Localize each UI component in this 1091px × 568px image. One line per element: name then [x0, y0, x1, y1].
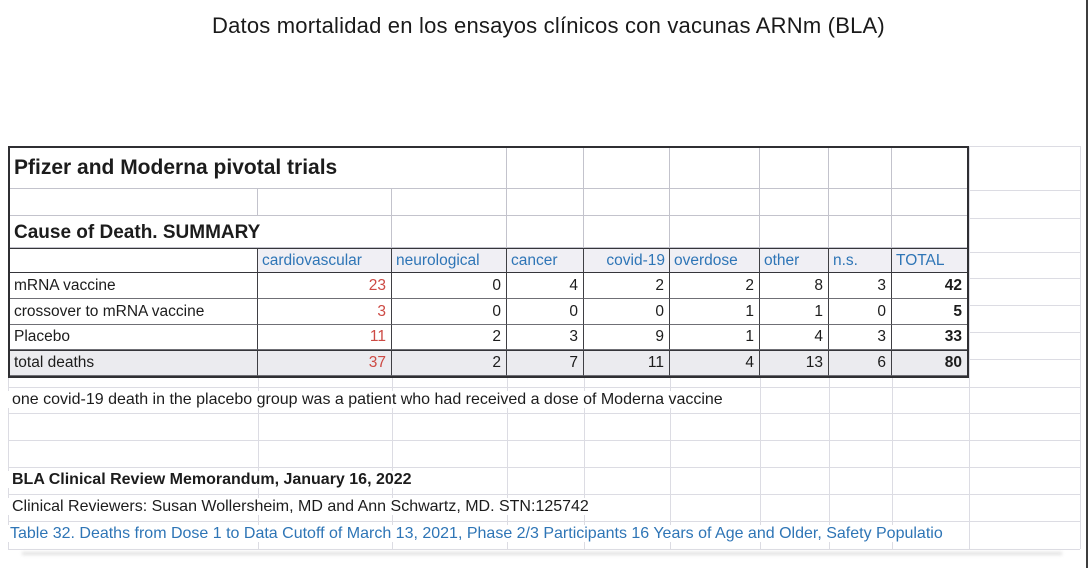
- cell-value-total[interactable]: 33: [892, 325, 967, 350]
- cell-value[interactable]: 2: [584, 273, 670, 299]
- row-label-mrna-vaccine[interactable]: mRNA vaccine: [10, 273, 258, 299]
- cell-value-total[interactable]: 80: [892, 350, 967, 376]
- empty-cell[interactable]: [392, 189, 507, 216]
- row-label-placebo[interactable]: Placebo: [10, 325, 258, 350]
- empty-cell[interactable]: [507, 216, 584, 248]
- empty-cell[interactable]: [258, 189, 392, 216]
- empty-cell[interactable]: [829, 148, 892, 189]
- empty-cell[interactable]: [507, 189, 584, 216]
- column-header-overdose[interactable]: overdose: [670, 248, 760, 273]
- cell-value[interactable]: 11: [258, 325, 392, 350]
- column-header-covid19[interactable]: covid-19: [584, 248, 670, 273]
- source-memorandum: BLA Clinical Review Memorandum, January …: [8, 467, 418, 493]
- column-header-cardiovascular[interactable]: cardiovascular: [258, 248, 392, 273]
- table-subtitle-cell[interactable]: Cause of Death. SUMMARY: [10, 216, 392, 248]
- row-label-crossover[interactable]: crossover to mRNA vaccine: [10, 299, 258, 325]
- cell-value[interactable]: 2: [392, 350, 507, 376]
- empty-cell[interactable]: [10, 189, 258, 216]
- empty-cell[interactable]: [892, 216, 967, 248]
- cell-value[interactable]: 0: [392, 299, 507, 325]
- empty-cell[interactable]: [670, 189, 760, 216]
- empty-cell[interactable]: [584, 148, 670, 189]
- cell-value[interactable]: 8: [760, 273, 829, 299]
- cell-value[interactable]: 6: [829, 350, 892, 376]
- cell-value[interactable]: 3: [829, 325, 892, 350]
- cell-value[interactable]: 2: [392, 325, 507, 350]
- empty-cell[interactable]: [584, 189, 670, 216]
- cell-value[interactable]: 9: [584, 325, 670, 350]
- cell-value[interactable]: 0: [584, 299, 670, 325]
- cell-value[interactable]: 4: [760, 325, 829, 350]
- cell-value[interactable]: 2: [670, 273, 760, 299]
- empty-cell[interactable]: [829, 189, 892, 216]
- header-corner-cell[interactable]: [10, 248, 258, 273]
- empty-cell[interactable]: [892, 148, 967, 189]
- column-header-neurological[interactable]: neurological: [392, 248, 507, 273]
- cell-value[interactable]: 0: [392, 273, 507, 299]
- empty-cell[interactable]: [670, 148, 760, 189]
- cell-value[interactable]: 0: [829, 299, 892, 325]
- empty-cell[interactable]: [507, 148, 584, 189]
- cell-value[interactable]: 1: [760, 299, 829, 325]
- summary-table: Pfizer and Moderna pivotal trials Cause …: [8, 146, 969, 378]
- cell-value[interactable]: 13: [760, 350, 829, 376]
- empty-cell[interactable]: [829, 216, 892, 248]
- row-label-total-deaths[interactable]: total deaths: [10, 350, 258, 376]
- page-title: Datos mortalidad en los ensayos clínicos…: [212, 13, 885, 38]
- compression-artifact: [22, 552, 1062, 555]
- table-title-cell[interactable]: Pfizer and Moderna pivotal trials: [10, 148, 507, 189]
- cell-value[interactable]: 1: [670, 325, 760, 350]
- cell-value[interactable]: 3: [829, 273, 892, 299]
- cell-value[interactable]: 23: [258, 273, 392, 299]
- cell-value[interactable]: 37: [258, 350, 392, 376]
- cell-value[interactable]: 4: [670, 350, 760, 376]
- table-caption: Table 32. Deaths from Dose 1 to Data Cut…: [8, 521, 949, 547]
- column-header-total[interactable]: TOTAL: [892, 248, 967, 273]
- column-header-ns[interactable]: n.s.: [829, 248, 892, 273]
- clinical-reviewers: Clinical Reviewers: Susan Wollersheim, M…: [8, 494, 595, 520]
- empty-cell[interactable]: [670, 216, 760, 248]
- column-header-other[interactable]: other: [760, 248, 829, 273]
- cell-value[interactable]: 7: [507, 350, 584, 376]
- table-note: one covid-19 death in the placebo group …: [8, 387, 729, 413]
- cell-value[interactable]: 0: [507, 299, 584, 325]
- cell-value[interactable]: 3: [258, 299, 392, 325]
- empty-cell[interactable]: [760, 216, 829, 248]
- empty-cell[interactable]: [760, 189, 829, 216]
- empty-cell[interactable]: [760, 148, 829, 189]
- empty-cell[interactable]: [892, 189, 967, 216]
- cell-value[interactable]: 1: [670, 299, 760, 325]
- empty-cell[interactable]: [584, 216, 670, 248]
- cell-value[interactable]: 4: [507, 273, 584, 299]
- cell-value[interactable]: 3: [507, 325, 584, 350]
- empty-cell[interactable]: [392, 216, 507, 248]
- column-header-cancer[interactable]: cancer: [507, 248, 584, 273]
- cell-value-total[interactable]: 42: [892, 273, 967, 299]
- cell-value[interactable]: 11: [584, 350, 670, 376]
- cell-value-total[interactable]: 5: [892, 299, 967, 325]
- window-edge-line: [1086, 0, 1088, 568]
